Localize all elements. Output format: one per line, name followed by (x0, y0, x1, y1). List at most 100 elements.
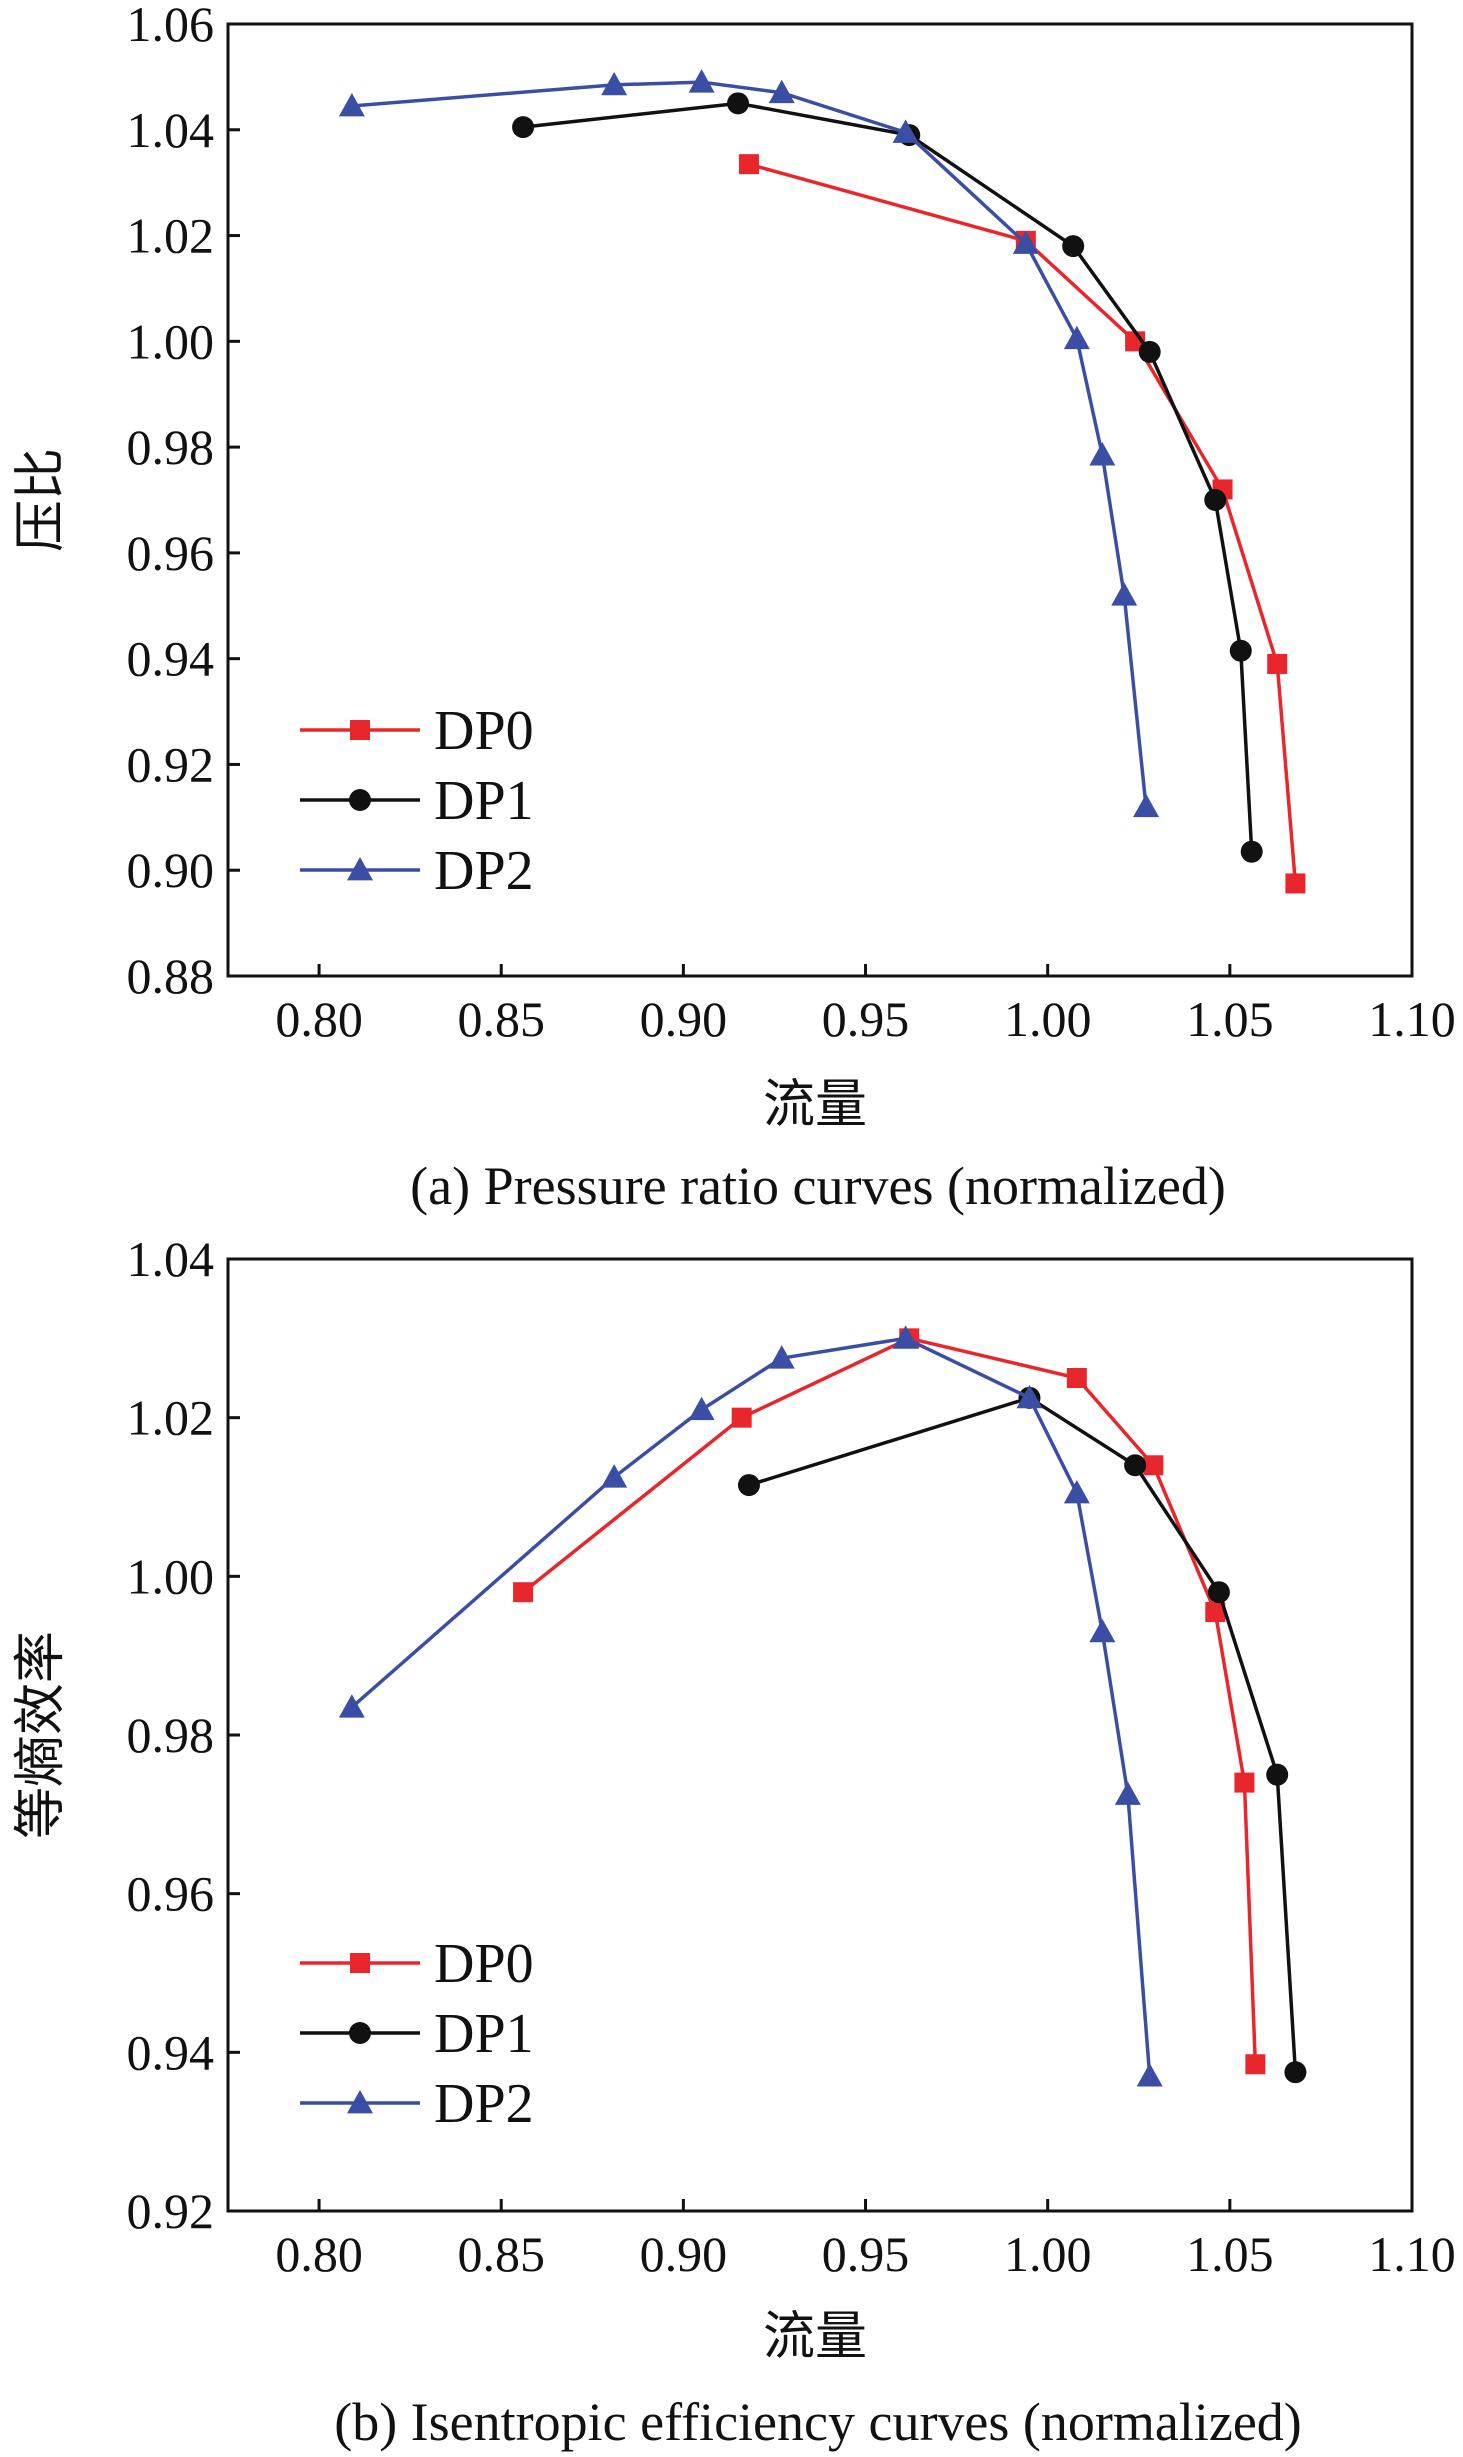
panel-b-x-tick-label: 0.95 (822, 2226, 910, 2282)
panel-b-x-tick-label: 1.10 (1368, 2226, 1456, 2282)
panel-a-dp1-point (1229, 639, 1252, 662)
panel-a-dp2-point (1133, 793, 1160, 818)
panel-b-y-tick-label: 0.92 (127, 2183, 215, 2239)
panel-a-dp2-point (601, 71, 628, 96)
panel-b-series (338, 1325, 1307, 2087)
panel-a-x-tick-label: 0.90 (640, 991, 728, 1047)
panel-a-dp1-point (512, 116, 535, 139)
panel-b-dp2-point (601, 1464, 628, 1488)
panel-a-y-tick-label: 0.88 (127, 948, 215, 1004)
panel-a-legend-item-dp0: DP0 (300, 700, 534, 762)
panel-b-dp1-line (748, 1395, 1298, 2073)
panel-b-series-dp2 (338, 1325, 1163, 2087)
panel-a-legend-marker-dp2 (347, 857, 373, 881)
panel-b-caption: (b) Isentropic efficiency curves (normal… (334, 2392, 1302, 2452)
panel-a-dp0-point (738, 154, 759, 175)
panel-a-x-tick-label: 1.10 (1368, 991, 1456, 1047)
panel-b-dp2-point (1136, 2063, 1163, 2087)
panel-b-legend-item-dp0: DP0 (300, 1933, 534, 1995)
panel-a-y-tick-label: 0.90 (127, 842, 215, 898)
panel-b-dp2-point (892, 1325, 919, 1349)
panel-b-y-tick-label: 0.96 (127, 1866, 215, 1922)
panel-b-dp0-point (513, 1582, 534, 1603)
panel-a-dp1-point (727, 92, 750, 115)
panel-b-dp2-point (1016, 1384, 1043, 1409)
panel-a-legend-item-dp2: DP2 (300, 840, 534, 902)
panel-a-dp0-point (1267, 653, 1288, 674)
panel-a-y-tick-label: 0.94 (127, 631, 215, 687)
panel-a-legend-label: DP1 (434, 770, 534, 832)
panel-a-dp2-point (1012, 230, 1039, 254)
panel-b-x-tick-label: 0.80 (275, 2226, 363, 2282)
panel-b-legend-item-dp1: DP1 (300, 2003, 534, 2065)
panel-a-dp1-point (1138, 340, 1161, 363)
panel-b-legend: DP0 DP1 DP2 (300, 1933, 534, 2135)
panel-a-y-tick-label: 0.92 (127, 736, 215, 792)
panel-b-dp2-point (688, 1396, 715, 1421)
panel-b-x-axis: 0.80 0.85 0.90 0.95 1.00 1.05 1.10 (275, 2199, 1456, 2282)
panel-b-dp1-point (1124, 1454, 1147, 1477)
panel-a-legend-marker-dp1 (349, 789, 371, 811)
panel-a-dp1-point (1204, 489, 1227, 511)
panel-b-dp0-point (731, 1407, 752, 1428)
panel-b-y-tick-label: 1.00 (127, 1548, 215, 1604)
panel-b-x-axis-label: 流量 (763, 2307, 867, 2367)
panel-b-dp2-point (1114, 1781, 1141, 1805)
panel-a-caption: (a) Pressure ratio curves (normalized) (410, 1156, 1226, 1216)
panel-a-x-tick-label: 1.05 (1186, 991, 1274, 1047)
panel-a-series (338, 69, 1306, 894)
panel-b-y-tick-label: 0.94 (127, 2024, 215, 2080)
panel-a-x-tick-label: 0.85 (457, 991, 545, 1047)
panel-a-x-axis: 0.80 0.85 0.90 0.95 1.00 1.05 1.10 (275, 964, 1456, 1047)
panel-b-dp2-point (1063, 1480, 1090, 1504)
panel-b-dp0-line (521, 1336, 1258, 2065)
panel-a-dp2-point (768, 79, 795, 104)
panel-a-dp0-line (748, 162, 1298, 884)
panel-a-y-tick-label: 1.04 (127, 102, 215, 158)
panel-b-legend-label: DP0 (434, 1933, 534, 1995)
panel-a-legend-item-dp1: DP1 (300, 770, 534, 832)
panel-b-legend-label: DP1 (434, 2003, 534, 2065)
panel-b-y-tick-label: 0.98 (127, 1707, 215, 1763)
panel-a-y-tick-label: 1.06 (127, 0, 215, 52)
panel-a-dp2-line (351, 80, 1148, 807)
panel-a-dp1-point (1062, 235, 1085, 258)
panel-b-x-tick-label: 1.05 (1186, 2226, 1274, 2282)
panel-b-dp0-point (1066, 1368, 1087, 1388)
panel-b-y-axis: 0.92 0.94 0.96 0.98 1.00 1.02 1.04 (127, 1231, 240, 2239)
panel-b-legend-marker-dp0 (350, 1953, 370, 1973)
panel-b-y-tick-label: 1.02 (127, 1390, 215, 1446)
panel-a-dp1-point (1240, 840, 1263, 863)
panel-a-y-tick-label: 0.96 (127, 525, 215, 581)
panel-a-x-axis-label: 流量 (763, 1075, 867, 1135)
panel-a-dp2-point (1063, 325, 1090, 350)
panel-a-y-tick-label: 1.02 (127, 208, 215, 264)
panel-a-dp2-point (338, 92, 365, 117)
panel-b-series-dp1 (737, 1386, 1307, 2084)
panel-b-dp0-point (1245, 2054, 1266, 2075)
panel-b-dp2-point (1089, 1618, 1116, 1643)
panel-a-legend-label: DP0 (434, 700, 534, 762)
panel-a-series-dp1 (512, 92, 1263, 863)
panel-b-y-tick-label: 1.04 (127, 1231, 215, 1287)
panel-a-legend-label: DP2 (434, 840, 534, 902)
panel-b-dp1-point (1266, 1763, 1289, 1786)
panel-a-dp1-line (522, 101, 1254, 852)
panel-a-plot-frame (226, 22, 1414, 978)
panel-b-y-axis-label: 等熵效率 (11, 1631, 71, 1839)
panel-a-x-tick-label: 0.95 (822, 991, 910, 1047)
panel-b-dp1-point (1207, 1581, 1230, 1604)
panel-a-series-dp2 (338, 69, 1160, 818)
panel-b-dp0-point (1205, 1602, 1226, 1623)
panel-a-dp2-point (1111, 582, 1138, 606)
panel-a-y-axis-label: 压比 (11, 448, 71, 552)
panel-a-x-tick-label: 0.80 (275, 991, 363, 1047)
panel-a-y-tick-label: 1.00 (127, 313, 215, 369)
panel-a-legend: DP0 DP1 DP2 (300, 700, 534, 902)
panel-b-isentropic-efficiency: 0.92 0.94 0.96 0.98 1.00 1.02 1.04 0.80 0.85 0.9… (11, 1231, 1456, 2452)
panel-b-x-tick-label: 1.00 (1004, 2226, 1092, 2282)
panel-b-legend-item-dp2: DP2 (300, 2073, 534, 2135)
panel-b-legend-marker-dp1 (349, 2022, 371, 2044)
panel-a-dp0-point (1285, 873, 1306, 894)
